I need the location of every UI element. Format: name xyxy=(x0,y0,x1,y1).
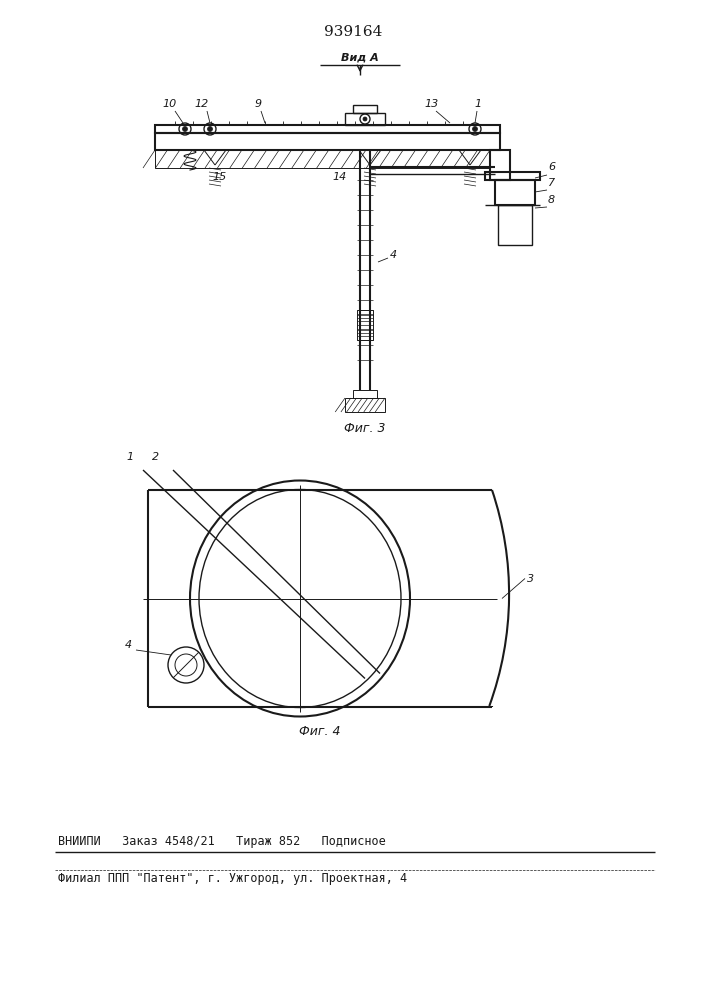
Bar xyxy=(353,390,377,398)
Bar xyxy=(357,310,373,340)
Text: 7: 7 xyxy=(548,178,555,188)
Circle shape xyxy=(182,126,187,131)
Text: 2: 2 xyxy=(153,452,160,462)
Circle shape xyxy=(363,117,367,121)
Text: 3: 3 xyxy=(527,574,534,584)
Text: Фиг. 3: Фиг. 3 xyxy=(344,422,386,435)
Bar xyxy=(495,180,535,205)
Bar xyxy=(498,205,532,245)
Bar xyxy=(155,150,490,168)
Text: 14: 14 xyxy=(333,172,347,182)
Text: 6: 6 xyxy=(548,162,555,172)
Circle shape xyxy=(472,126,477,131)
Text: 939164: 939164 xyxy=(324,25,382,39)
Bar xyxy=(353,105,377,113)
Text: 13: 13 xyxy=(425,99,439,109)
Bar xyxy=(345,398,385,412)
Text: Фиг. 4: Фиг. 4 xyxy=(299,725,341,738)
Text: 4: 4 xyxy=(124,640,132,650)
Bar xyxy=(485,172,540,180)
Text: 8: 8 xyxy=(548,195,555,205)
Text: Вид A: Вид A xyxy=(341,53,379,63)
Text: ВНИИПИ   Заказ 4548/21   Тираж 852   Подписное: ВНИИПИ Заказ 4548/21 Тираж 852 Подписное xyxy=(58,835,386,848)
Text: 15: 15 xyxy=(213,172,227,182)
Text: 10: 10 xyxy=(163,99,177,109)
Text: 1: 1 xyxy=(127,452,134,462)
Text: Филиал ППП "Патент", г. Ужгород, ул. Проектная, 4: Филиал ППП "Патент", г. Ужгород, ул. Про… xyxy=(58,872,407,885)
Text: 1: 1 xyxy=(474,99,481,109)
Bar xyxy=(345,113,385,125)
Text: 4: 4 xyxy=(390,250,397,260)
Bar xyxy=(490,150,510,180)
Bar xyxy=(155,125,500,133)
Bar xyxy=(155,133,500,150)
Text: 9: 9 xyxy=(255,99,262,109)
Circle shape xyxy=(207,126,213,131)
Text: 12: 12 xyxy=(195,99,209,109)
